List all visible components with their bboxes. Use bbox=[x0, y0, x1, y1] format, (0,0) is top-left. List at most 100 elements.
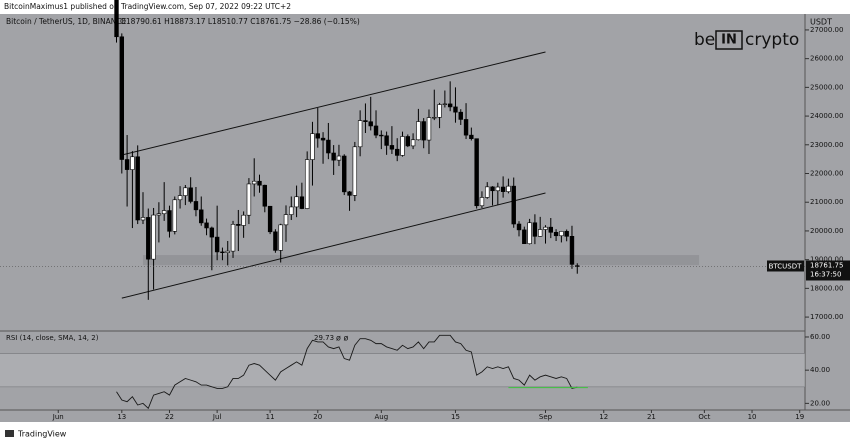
candle-body bbox=[230, 224, 236, 252]
candle-body bbox=[326, 139, 331, 154]
candle-body bbox=[262, 184, 268, 207]
candle-body bbox=[352, 146, 358, 196]
candle-body bbox=[537, 229, 543, 237]
y-tick-label: 23000.00 bbox=[810, 141, 843, 149]
x-tick-label: 13 bbox=[117, 413, 126, 421]
candle-body bbox=[140, 217, 146, 221]
candle-body bbox=[522, 229, 527, 245]
y-tick-label: 20.00 bbox=[810, 399, 830, 407]
y-axis-title: USDT bbox=[810, 18, 832, 27]
candle-body bbox=[511, 185, 516, 225]
candle-body bbox=[220, 251, 225, 254]
candle-body bbox=[177, 195, 183, 201]
candle-body bbox=[553, 232, 559, 237]
candle-body bbox=[347, 191, 352, 196]
candle-body bbox=[310, 133, 315, 160]
candle-body bbox=[426, 117, 432, 141]
candle-body bbox=[289, 206, 294, 215]
candle-body bbox=[299, 196, 305, 209]
candle-body bbox=[257, 180, 262, 186]
candle-body bbox=[421, 121, 426, 141]
x-tick-label: 10 bbox=[748, 413, 757, 421]
price-time: 16:37:50 bbox=[810, 270, 841, 278]
candle-body bbox=[474, 138, 479, 207]
trend-line bbox=[121, 192, 546, 299]
candle-body bbox=[331, 152, 336, 161]
candle-body bbox=[548, 226, 553, 233]
candle-body bbox=[225, 250, 230, 253]
candle-body bbox=[241, 214, 246, 226]
candle-body bbox=[204, 222, 209, 229]
rsi-band-fill bbox=[0, 353, 805, 387]
logo-be: be bbox=[694, 30, 715, 50]
x-tick-label: 12 bbox=[599, 413, 608, 421]
y-tick-label: 27000.00 bbox=[810, 26, 843, 34]
candle-body bbox=[458, 111, 463, 120]
candle-body bbox=[156, 213, 162, 216]
publisher-line: BitcoinMaximus1 published on TradingView… bbox=[4, 2, 291, 11]
candle-body bbox=[463, 119, 469, 136]
x-tick-label: Jul bbox=[212, 413, 222, 421]
candle-body bbox=[130, 156, 135, 170]
candle-body bbox=[395, 148, 400, 156]
candle-body bbox=[368, 121, 373, 127]
candle-body bbox=[273, 231, 278, 251]
x-tick-label: 19 bbox=[795, 413, 804, 421]
candle-body bbox=[447, 103, 453, 108]
y-tick-label: 21000.00 bbox=[810, 198, 843, 206]
candle-body bbox=[167, 210, 172, 232]
x-tick-label: 22 bbox=[165, 413, 174, 421]
trend-line bbox=[121, 51, 546, 156]
logo-in: IN bbox=[721, 33, 737, 48]
candle-body bbox=[193, 201, 199, 211]
candle-body bbox=[146, 217, 151, 260]
candle-body bbox=[119, 36, 125, 160]
ohlc-line: O18790.61 H18873.17 L18510.77 C18761.75 … bbox=[120, 17, 360, 26]
candle-body bbox=[172, 199, 177, 232]
x-tick-label: Aug bbox=[374, 413, 388, 421]
candle-body bbox=[479, 197, 485, 207]
candle-body bbox=[124, 159, 130, 170]
candle-body bbox=[485, 186, 490, 198]
x-tick-label: Oct bbox=[698, 413, 710, 421]
y-tick-label: 40.00 bbox=[810, 366, 830, 374]
candle-body bbox=[342, 155, 347, 193]
candle-body bbox=[559, 231, 564, 237]
candle-body bbox=[575, 265, 580, 267]
candle-body bbox=[500, 186, 506, 192]
candle-body bbox=[373, 125, 379, 136]
candle-body bbox=[389, 145, 395, 150]
candle-body bbox=[151, 214, 156, 260]
y-tick-label: 22000.00 bbox=[810, 170, 843, 178]
candle-body bbox=[363, 120, 368, 123]
candle-body bbox=[569, 236, 575, 265]
candle-body bbox=[283, 214, 289, 226]
candle-body bbox=[564, 231, 569, 237]
candle-body bbox=[453, 106, 458, 113]
candle-body bbox=[379, 134, 384, 137]
candle-body bbox=[442, 103, 448, 106]
x-tick-label: 21 bbox=[647, 413, 656, 421]
rsi-line bbox=[116, 334, 578, 410]
candle-body bbox=[246, 183, 252, 216]
candle-body bbox=[278, 224, 283, 251]
logo-box bbox=[715, 30, 743, 50]
candle-body bbox=[495, 186, 501, 192]
footer-icon bbox=[5, 430, 14, 437]
x-tick-label: 15 bbox=[451, 413, 460, 421]
candle-body bbox=[336, 155, 342, 161]
price-tag: 18761.75 bbox=[810, 261, 843, 269]
y-tick-label: 17000.00 bbox=[810, 313, 843, 321]
candle-body bbox=[416, 121, 421, 141]
candle-body bbox=[199, 209, 204, 224]
candle-body bbox=[384, 135, 389, 146]
y-tick-label: 24000.00 bbox=[810, 112, 843, 120]
y-tick-label: 60.00 bbox=[810, 333, 830, 341]
candle-body bbox=[214, 236, 220, 253]
candle-body bbox=[357, 120, 363, 148]
candle-body bbox=[543, 226, 548, 230]
rsi-extra: ø ø bbox=[336, 334, 348, 343]
candle-body bbox=[400, 136, 405, 156]
candle-body bbox=[490, 186, 495, 192]
